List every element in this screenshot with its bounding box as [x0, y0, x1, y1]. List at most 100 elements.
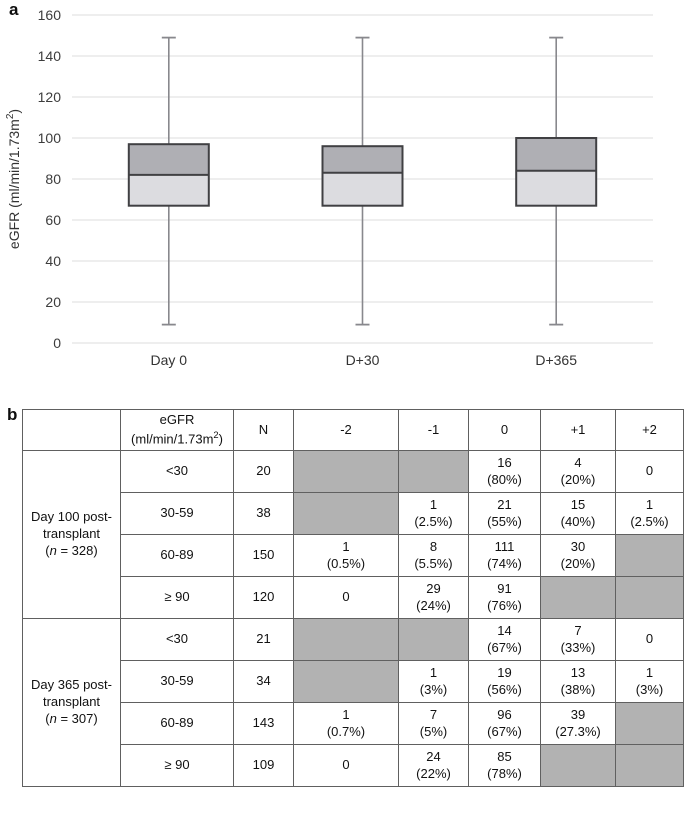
egfr-range-cell: <30	[120, 450, 234, 494]
table-body: Day 100 post- transplant (n = 328) <30 20 1…	[22, 450, 684, 788]
column-header-3: -2	[293, 408, 399, 452]
y-tick-label: 120	[38, 89, 62, 105]
box-lower	[322, 172, 403, 206]
box-lower	[516, 170, 597, 206]
y-axis-title: eGFR (ml/min/1.73m2)	[5, 109, 22, 249]
table-row: ≥ 90 120 0 29 (24%) 91 (76%)	[23, 576, 684, 620]
transition-cell: 13 (38%)	[540, 660, 616, 704]
group-label-cell-0: Day 100 post- transplant (n = 328)	[22, 450, 121, 620]
transition-cell	[615, 576, 684, 620]
transition-cell: 19 (56%)	[468, 660, 541, 704]
transition-cell	[540, 576, 616, 620]
panel-a-boxplot: 0 20 40 60 80 100 120 140 160 eGFR (ml/min/1.73m2…	[0, 0, 685, 385]
n-cell: 109	[233, 744, 294, 788]
column-header-4: -1	[398, 408, 469, 452]
transition-cell	[398, 450, 469, 494]
transition-cell: 0	[293, 744, 399, 788]
box-outline	[515, 137, 598, 207]
egfr-range-cell: 60-89	[120, 534, 234, 578]
transition-cell: 24 (22%)	[398, 744, 469, 788]
y-tick-label: 100	[38, 130, 62, 146]
transition-cell: 1 (0.7%)	[293, 702, 399, 746]
n-cell: 20	[233, 450, 294, 494]
egfr-range-cell: <30	[120, 618, 234, 662]
table-row: ≥ 90 109 0 24 (22%) 85 (78%)	[23, 744, 684, 788]
transition-cell	[293, 660, 399, 704]
transition-cell	[293, 450, 399, 494]
x-category-label: D+365	[535, 352, 577, 368]
y-tick-label: 40	[45, 253, 61, 269]
transition-cell: 1 (3%)	[398, 660, 469, 704]
box-upper	[322, 146, 403, 173]
y-tick-label: 20	[45, 294, 61, 310]
transition-cell: 15 (40%)	[540, 492, 616, 536]
transition-cell: 111 (74%)	[468, 534, 541, 578]
transition-cell: 0	[615, 450, 684, 494]
n-cell: 120	[233, 576, 294, 620]
box-upper	[128, 144, 209, 175]
table-row: Day 365 post- transplant (n = 307) <30 21 1…	[22, 618, 684, 788]
figure: 0 20 40 60 80 100 120 140 160 eGFR (ml/min/1.73m2…	[0, 0, 685, 788]
table-row: 30-59 34 1 (3%) 19 (56%) 13 (38%) 1 (3%)	[23, 660, 684, 704]
transition-cell: 30 (20%)	[540, 534, 616, 578]
transition-cell: 1 (2.5%)	[615, 492, 684, 536]
n-cell: 150	[233, 534, 294, 578]
transition-cell: 0	[615, 618, 684, 662]
transition-cell: 7 (33%)	[540, 618, 616, 662]
table-header: eGFR (ml/min/1.73m2) N -2 -1 0 +1 +2	[22, 408, 684, 452]
egfr-transition-table: eGFR (ml/min/1.73m2) N -2 -1 0 +1 +2 Day 100 p…	[22, 408, 684, 788]
box-lower	[128, 174, 209, 206]
transition-cell: 4 (20%)	[540, 450, 616, 494]
panel-b-table: b eGFR (ml/min/1.73m2) N -2 -1 0 +1 +2 Day 100…	[0, 405, 685, 815]
transition-cell: 1 (3%)	[615, 660, 684, 704]
header-row: eGFR (ml/min/1.73m2) N -2 -1 0 +1 +2	[22, 408, 684, 452]
transition-cell: 16 (80%)	[468, 450, 541, 494]
transition-cell: 0	[293, 576, 399, 620]
group-label-cell-1: Day 365 post- transplant (n = 307)	[22, 618, 121, 788]
transition-cell	[615, 702, 684, 746]
table-row: 60-89 143 1 (0.7%) 7 (5%) 96 (67%) 39 (27.3%)	[23, 702, 684, 746]
panel-b-label: b	[7, 405, 18, 424]
transition-cell	[615, 744, 684, 788]
table-row: 30-59 38 1 (2.5%) 21 (55%) 15 (40%) 1 (2.5%)	[23, 492, 684, 536]
table-row: 60-89 150 1 (0.5%) 8 (5.5%) 111 (74%) 30 (20%…	[23, 534, 684, 578]
egfr-range-cell: 30-59	[120, 660, 234, 704]
box-group-0: Day 0	[127, 36, 210, 368]
box-outline	[321, 145, 404, 207]
column-header-1: eGFR (ml/min/1.73m2)	[120, 408, 234, 452]
transition-cell: 8 (5.5%)	[398, 534, 469, 578]
egfr-range-cell: ≥ 90	[120, 744, 234, 788]
column-header-7: +2	[615, 408, 684, 452]
transition-cell: 29 (24%)	[398, 576, 469, 620]
x-category-label: D+30	[346, 352, 380, 368]
transition-cell	[615, 534, 684, 578]
transition-cell	[293, 492, 399, 536]
transition-cell	[540, 744, 616, 788]
x-category-label: Day 0	[151, 352, 188, 368]
box-upper	[516, 138, 597, 171]
n-cell: 143	[233, 702, 294, 746]
box-group-2: D+365	[515, 36, 598, 368]
n-cell: 34	[233, 660, 294, 704]
y-tick-label: 140	[38, 48, 62, 64]
column-header-0	[22, 408, 121, 452]
transition-cell: 39 (27.3%)	[540, 702, 616, 746]
transition-cell: 91 (76%)	[468, 576, 541, 620]
transition-cell	[293, 618, 399, 662]
y-tick-label: 0	[53, 335, 61, 351]
y-tick-label: 160	[38, 7, 62, 23]
transition-cell	[398, 618, 469, 662]
transition-cell: 85 (78%)	[468, 744, 541, 788]
transition-cell: 1 (2.5%)	[398, 492, 469, 536]
egfr-boxplot-chart: 0 20 40 60 80 100 120 140 160 eGFR (ml/min/1.73m2…	[5, 7, 653, 368]
transition-cell: 14 (67%)	[468, 618, 541, 662]
y-tick-label: 80	[45, 171, 61, 187]
y-tick-label: 60	[45, 212, 61, 228]
box-group-1: D+30	[321, 36, 404, 368]
egfr-range-cell: 60-89	[120, 702, 234, 746]
column-header-5: 0	[468, 408, 541, 452]
column-header-2: N	[233, 408, 294, 452]
transition-cell: 1 (0.5%)	[293, 534, 399, 578]
n-cell: 38	[233, 492, 294, 536]
transition-cell: 21 (55%)	[468, 492, 541, 536]
